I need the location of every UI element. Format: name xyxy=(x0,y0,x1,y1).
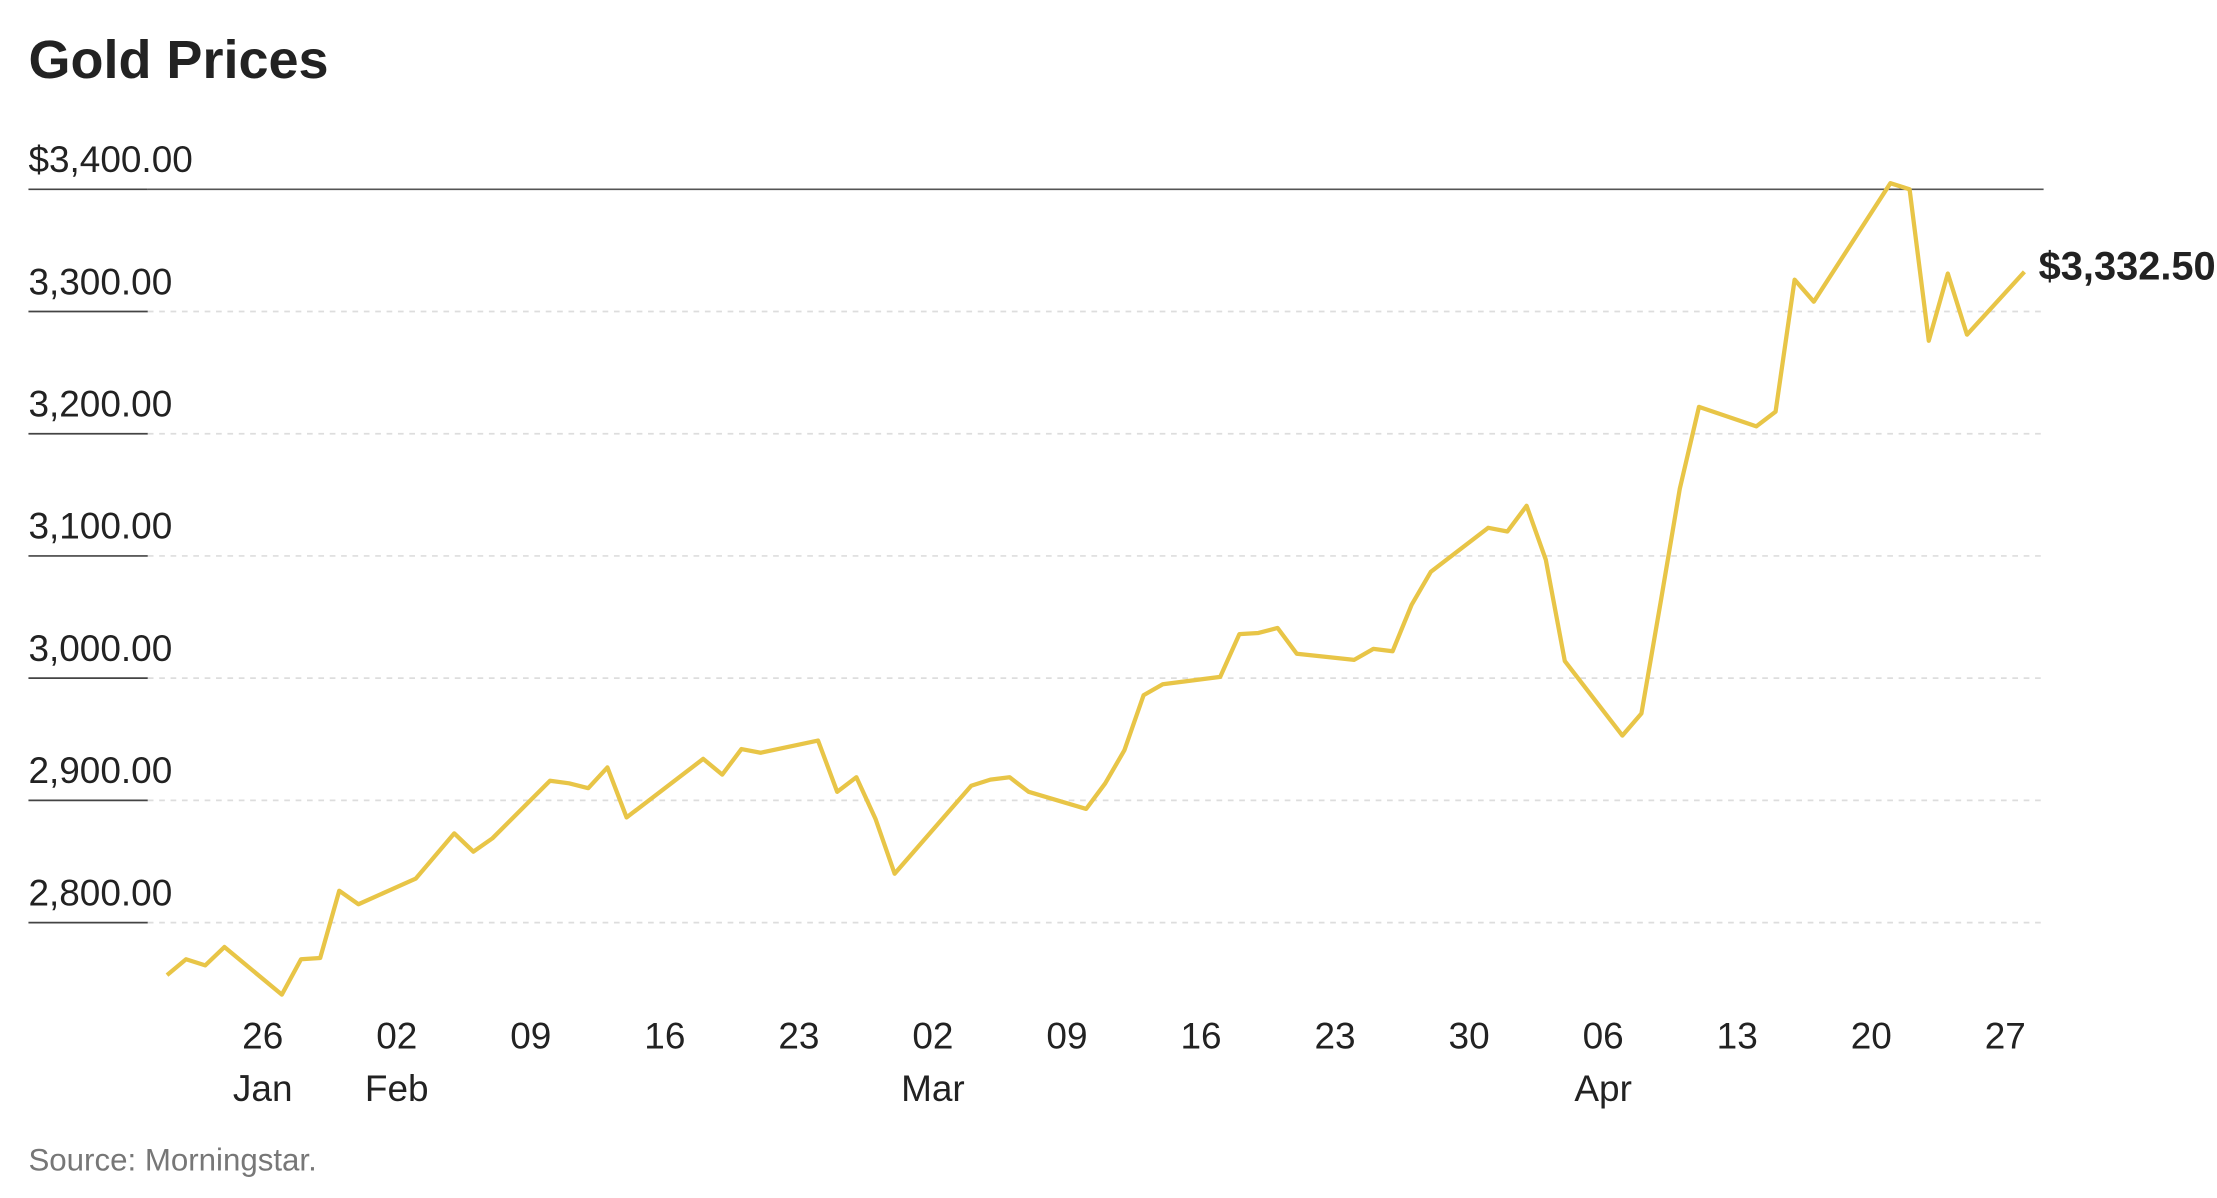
y-tick-label: 3,300.00 xyxy=(28,261,172,302)
x-tick-label: 30 xyxy=(1449,1016,1490,1057)
price-line xyxy=(165,181,2026,997)
x-tick-label: 06 xyxy=(1583,1016,1624,1057)
y-tick-label: 3,000.00 xyxy=(28,628,172,669)
chart-title: Gold Prices xyxy=(28,30,328,90)
x-tick-label: 20 xyxy=(1851,1016,1892,1057)
x-tick-label: 27 xyxy=(1985,1016,2026,1057)
x-tick-label: 23 xyxy=(1315,1016,1356,1057)
y-tick-label: 3,200.00 xyxy=(28,383,172,424)
x-tick-label: 16 xyxy=(644,1016,685,1057)
end-value-label: $3,332.50 xyxy=(2039,244,2216,288)
x-tick-label: 02 xyxy=(912,1016,953,1057)
y-tick-label: 2,900.00 xyxy=(28,750,172,791)
x-month-label: Apr xyxy=(1574,1068,1631,1109)
x-tick-label: 26 xyxy=(242,1016,283,1057)
y-tick-label: 2,800.00 xyxy=(28,872,172,913)
x-tick-label: 13 xyxy=(1717,1016,1758,1057)
x-tick-label: 09 xyxy=(1046,1016,1087,1057)
x-month-label: Jan xyxy=(233,1068,293,1109)
y-tick-label: 3,100.00 xyxy=(28,506,172,547)
x-month-label: Feb xyxy=(365,1068,429,1109)
x-tick-label: 09 xyxy=(510,1016,551,1057)
x-month-label: Mar xyxy=(901,1068,965,1109)
source-note: Source: Morningstar. xyxy=(28,1143,316,1178)
x-tick-label: 02 xyxy=(376,1016,417,1057)
y-tick-label: $3,400.00 xyxy=(28,139,192,180)
x-tick-label: 23 xyxy=(778,1016,819,1057)
x-tick-label: 16 xyxy=(1180,1016,1221,1057)
